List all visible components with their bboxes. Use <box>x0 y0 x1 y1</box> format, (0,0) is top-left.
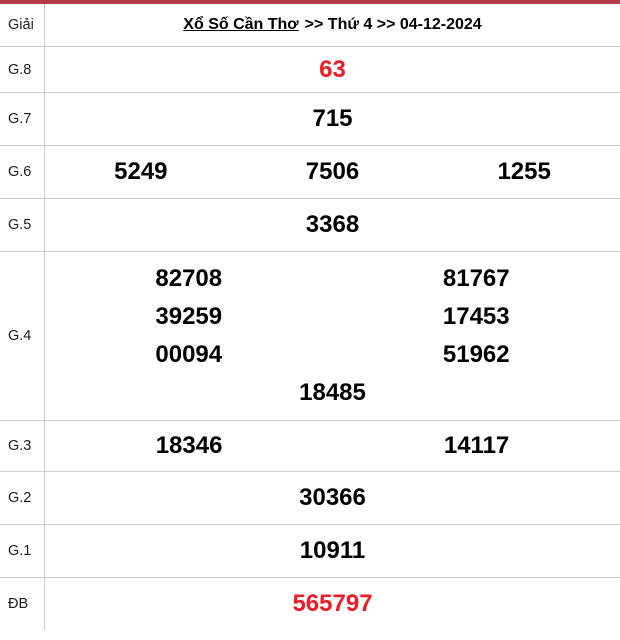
prize-number-g4-5: 00094 <box>155 341 223 368</box>
corner-label: Giải <box>0 4 45 46</box>
prize-number-g4-7: 18485 <box>299 379 366 406</box>
prize-row-g7: G.7 715 <box>0 92 620 145</box>
prize-label-g4: G.4 <box>0 252 45 420</box>
prize-number-db: 565797 <box>292 590 373 617</box>
prize-row-g4: G.4 82708 81767 39259 17453 00094 51962 … <box>0 251 620 420</box>
prize-label-g6: G.6 <box>0 146 45 198</box>
prize-row-g8: G.8 63 <box>0 46 620 92</box>
prize-label-g7: G.7 <box>0 93 45 145</box>
prize-number-g7: 715 <box>312 105 353 132</box>
prize-label-g8: G.8 <box>0 47 45 92</box>
prize-number-g6-2: 7506 <box>305 158 360 185</box>
prize-row-db: ĐB 565797 <box>0 577 620 630</box>
prize-number-g8: 63 <box>319 55 346 83</box>
prize-number-g6-3: 1255 <box>497 158 551 185</box>
prize-number-g5: 3368 <box>305 211 360 238</box>
prize-row-g3: G.3 18346 14117 <box>0 420 620 471</box>
prize-row-g2: G.2 30366 <box>0 471 620 524</box>
draw-title: Xổ Số Cần Thơ >> Thứ 4 >> 04-12-2024 <box>45 4 620 46</box>
draw-day-date: >> Thứ 4 >> 04-12-2024 <box>304 16 482 33</box>
prize-number-g4-1: 82708 <box>155 265 223 292</box>
table-header-row: Giải Xổ Số Cần Thơ >> Thứ 4 >> 04-12-202… <box>0 4 620 46</box>
prize-row-g5: G.5 3368 <box>0 198 620 251</box>
prize-row-g1: G.1 10911 <box>0 524 620 577</box>
prize-number-g3-2: 14117 <box>443 432 510 459</box>
prize-number-g2: 30366 <box>299 484 366 511</box>
lottery-name-link[interactable]: Xổ Số Cần Thơ <box>183 16 299 33</box>
prize-label-g1: G.1 <box>0 525 45 577</box>
prize-number-g4-6: 51962 <box>442 341 510 368</box>
prize-number-g6-1: 5249 <box>114 158 168 185</box>
prize-number-g4-2: 81767 <box>442 265 510 292</box>
prize-number-g4-4: 17453 <box>442 303 510 330</box>
accent-top-bar <box>0 0 620 4</box>
prize-label-g5: G.5 <box>0 199 45 251</box>
prize-number-g4-3: 39259 <box>155 303 223 330</box>
prize-label-g2: G.2 <box>0 472 45 524</box>
prize-row-g6: G.6 5249 7506 1255 <box>0 145 620 198</box>
prize-g4-numbers: 82708 81767 39259 17453 00094 51962 1848… <box>45 252 620 420</box>
prize-label-g3: G.3 <box>0 421 45 471</box>
prize-label-db: ĐB <box>0 578 45 630</box>
prize-number-g3-1: 18346 <box>155 432 223 459</box>
prize-number-g1: 10911 <box>299 537 366 564</box>
